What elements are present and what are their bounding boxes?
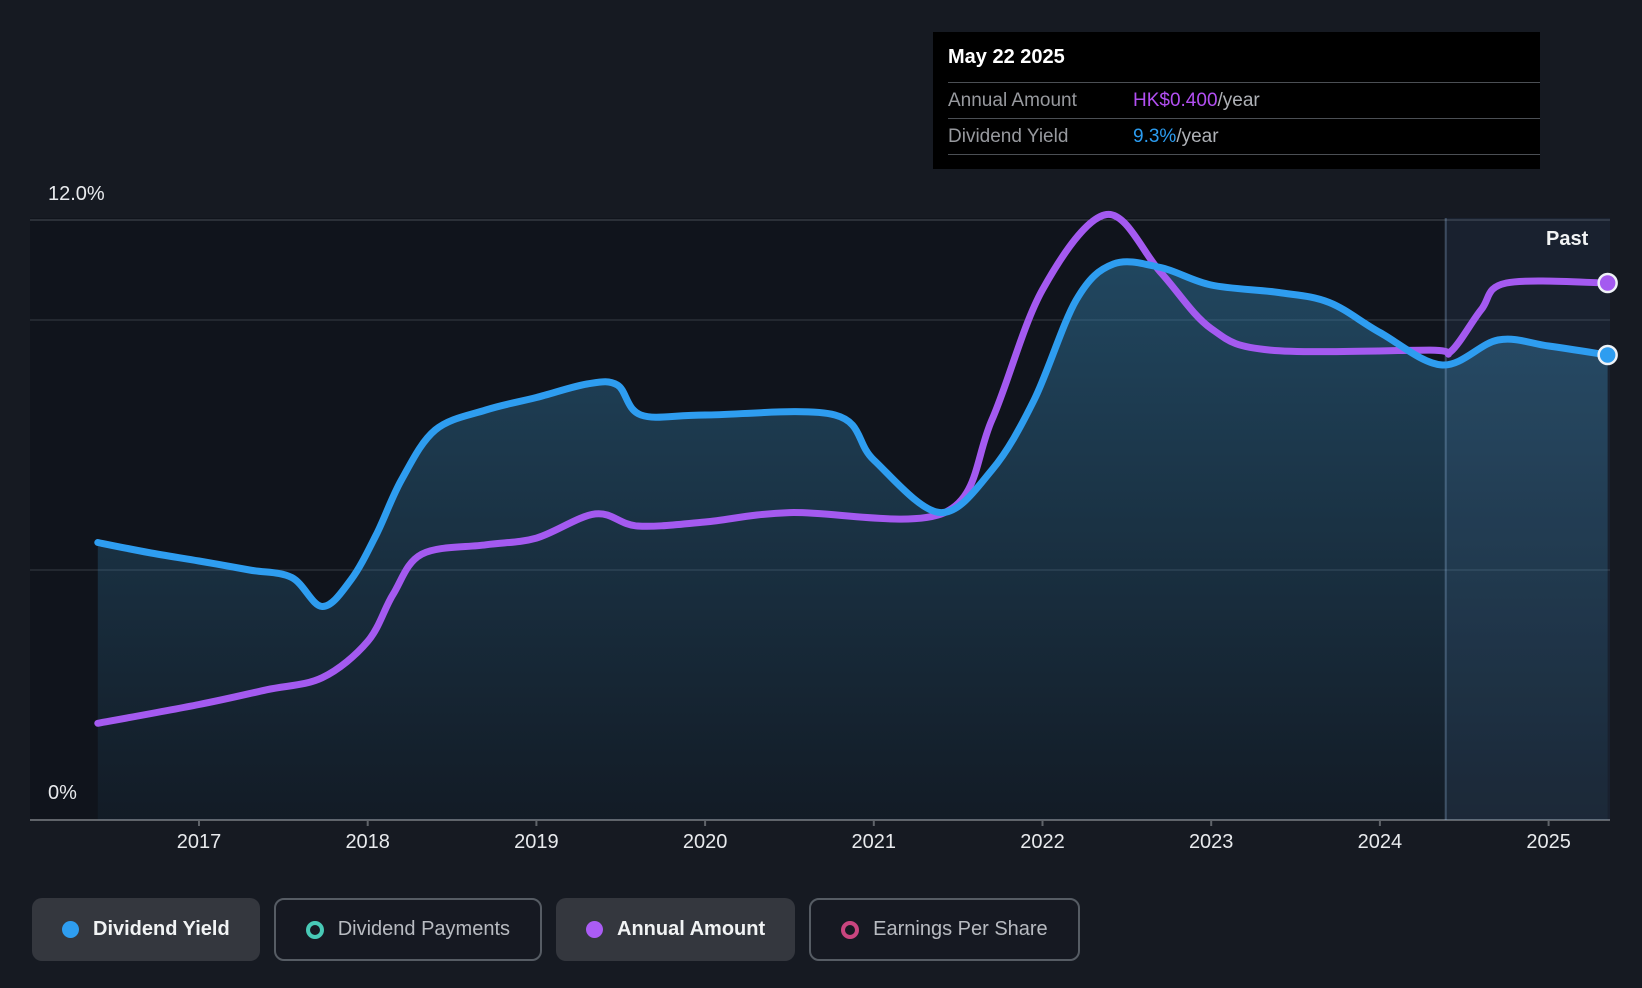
x-axis-label-2018: 2018 (345, 831, 390, 853)
dividend-yield-line (94, 258, 1612, 610)
dividend-yield-end-marker (1597, 344, 1618, 366)
x-axis-label-2024: 2024 (1357, 831, 1403, 853)
earnings-per-share-ring-icon (841, 920, 860, 939)
y-axis-label-zero: 0% (48, 782, 77, 804)
tooltip-row-unit: /year (1176, 125, 1219, 147)
dividend-yield-area (97, 261, 1608, 821)
tooltip-row-dividend-yield: Dividend Yield 9.3%/year (948, 118, 1540, 154)
x-axis-label-2022: 2022 (1020, 831, 1065, 853)
legend-label: Dividend Yield (93, 918, 230, 940)
tooltip-row-label: Dividend Yield (948, 125, 1069, 147)
past-region-overlay (1445, 218, 1610, 820)
annual-amount-dot-icon (586, 921, 604, 938)
annual-amount-end-marker (1597, 272, 1618, 294)
x-axis-label-2025: 2025 (1526, 831, 1571, 853)
legend-button-dividend-payments[interactable]: Dividend Payments (273, 898, 543, 961)
tooltip-row-value: 9.3% (1133, 125, 1177, 147)
tooltip-date: May 22 2025 (948, 45, 1065, 68)
y-axis-label-top: 12.0% (48, 183, 105, 205)
legend-label: Annual Amount (617, 918, 766, 940)
x-axis-label-2020: 2020 (682, 831, 728, 853)
tooltip-divider (948, 154, 1540, 155)
legend-button-earnings-per-share[interactable]: Earnings Per Share (809, 898, 1080, 961)
x-axis-label-2019: 2019 (514, 831, 559, 853)
legend-button-dividend-yield[interactable]: Dividend Yield (32, 898, 260, 961)
tooltip: May 22 2025 Annual Amount HK$0.400/year … (933, 32, 1540, 169)
x-axis-label-2021: 2021 (851, 831, 897, 853)
dividend-payments-ring-icon (305, 920, 324, 939)
tooltip-row-value: HK$0.400 (1133, 89, 1218, 111)
dividend-yield-dot-icon (62, 921, 79, 938)
legend-label: Dividend Payments (337, 918, 511, 940)
x-axis-label-2023: 2023 (1188, 831, 1234, 853)
legend-button-annual-amount[interactable]: Annual Amount (556, 898, 796, 961)
legend-label: Earnings Per Share (873, 918, 1048, 940)
x-axis-label-2017: 2017 (176, 831, 222, 853)
past-label: Past (1546, 228, 1589, 250)
x-axis-ticks (198, 820, 1550, 826)
legend: Dividend Yield Dividend Payments Annual … (32, 898, 1080, 961)
tooltip-row-annual-amount: Annual Amount HK$0.400/year (948, 82, 1540, 118)
tooltip-row-unit: /year (1217, 89, 1260, 111)
tooltip-row-label: Annual Amount (948, 89, 1077, 111)
